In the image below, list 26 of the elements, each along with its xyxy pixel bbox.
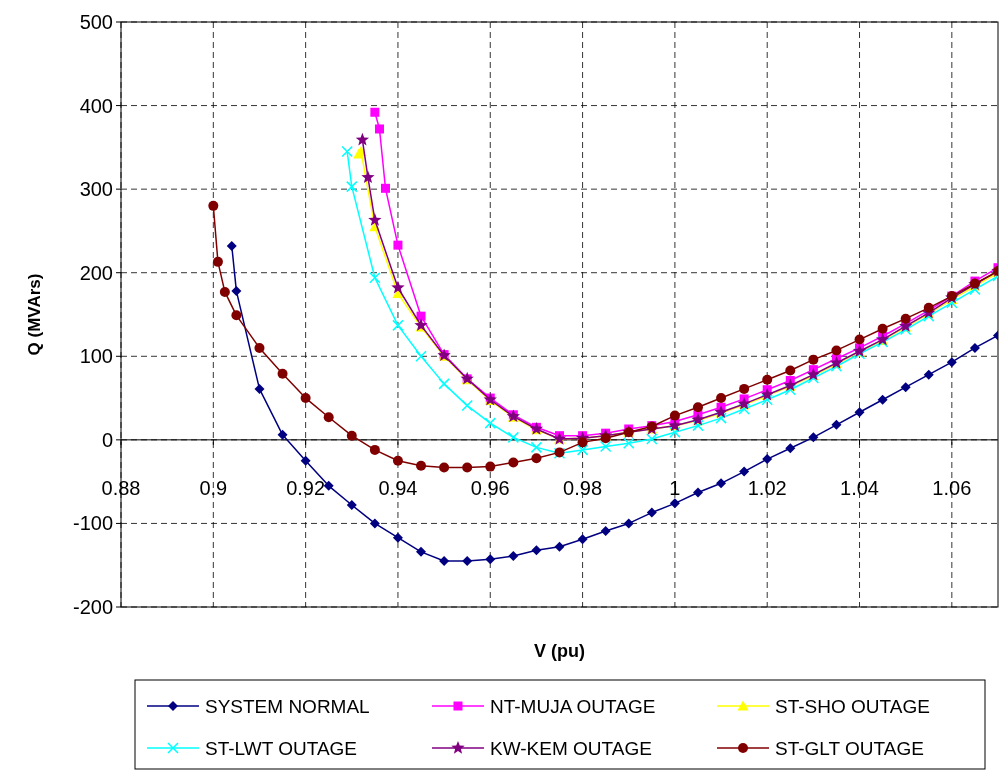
y-tick-label: 0 [101, 428, 113, 451]
legend-label: SYSTEM NORMAL [205, 695, 370, 717]
x-tick-label: 1.06 [932, 476, 972, 499]
x-tick-label: 0.94 [378, 476, 418, 499]
legend-label: KW-KEM OUTAGE [490, 737, 652, 759]
x-tick-label: 0.92 [286, 476, 326, 499]
x-tick-label: 0.88 [101, 476, 141, 499]
y-tick-label: 200 [79, 261, 113, 284]
legend-label: NT-MUJA OUTAGE [490, 695, 656, 717]
legend-label: ST-SHO OUTAGE [775, 695, 930, 717]
y-tick-label: -100 [72, 512, 113, 535]
y-tick-label: 100 [79, 345, 113, 368]
legend-label: ST-LWT OUTAGE [205, 737, 358, 759]
x-tick-label: 1.02 [747, 476, 787, 499]
y-tick-label: 300 [79, 178, 113, 201]
y-tick-label: 500 [79, 11, 113, 33]
x-tick-label: 0.98 [563, 476, 603, 499]
legend-label: ST-GLT OUTAGE [775, 737, 924, 759]
x-tick-label: 1.04 [840, 476, 879, 499]
x-tick-label: 0.9 [199, 476, 228, 499]
y-tick-label: -200 [72, 596, 113, 618]
x-tick-label: 1 [669, 476, 681, 499]
y-axis-title: Q (MVArs) [25, 273, 44, 356]
y-tick-label: 400 [79, 94, 113, 117]
x-axis-title: V (pu) [534, 641, 585, 661]
x-tick-label: 0.96 [470, 476, 510, 499]
